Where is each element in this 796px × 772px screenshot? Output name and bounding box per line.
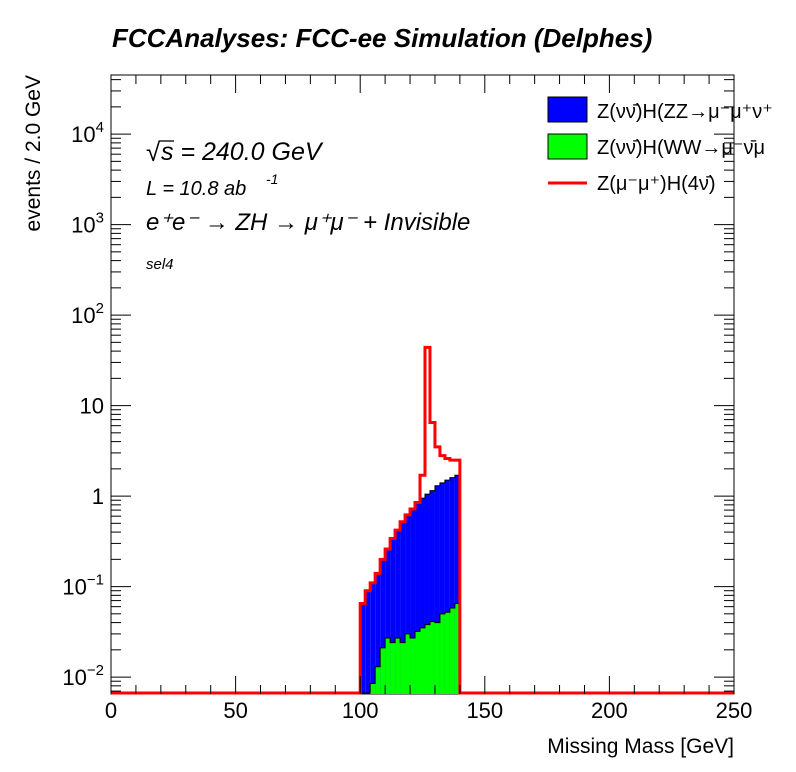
chart-title: FCCAnalyses: FCC-ee Simulation (Delphes) bbox=[112, 23, 652, 53]
legend-entry-zz: Z(νν̄)H(ZZ→μ⁻μ⁺ν⁺ bbox=[547, 96, 773, 123]
y-tick-label: 104 bbox=[71, 119, 104, 147]
legend-label-zz: Z(νν̄)H(ZZ→μ⁻μ⁺ν⁺ bbox=[597, 101, 773, 123]
x-axis-label: Missing Mass [GeV] bbox=[547, 735, 734, 758]
lines-layer bbox=[111, 345, 734, 695]
bar-zz bbox=[400, 521, 406, 694]
bar-zz bbox=[360, 603, 366, 694]
legend-label-ww: Z(νν̄)H(WW→μ⁻ν̄μ bbox=[597, 137, 765, 159]
bar-zz bbox=[444, 480, 450, 694]
bar-zz bbox=[449, 477, 455, 694]
bar-ww bbox=[385, 638, 391, 694]
bar-ww bbox=[424, 624, 430, 694]
y-tick-label: 10 bbox=[80, 394, 104, 419]
x-tick-label: 0 bbox=[105, 698, 117, 723]
plot-area: 0 50 100 150 200 250 10−2 10−1 1 10 102 103 104 bbox=[62, 74, 752, 723]
y-axis-label: events / 2.0 GeV bbox=[22, 75, 45, 231]
luminosity-annotation: L = 10.8 ab -1 bbox=[146, 171, 278, 200]
bar-ww bbox=[390, 642, 396, 694]
x-tick-label: 50 bbox=[223, 698, 247, 723]
bar-ww bbox=[380, 647, 386, 694]
bar-zz bbox=[385, 549, 391, 694]
bar-ww bbox=[454, 603, 460, 694]
bar-ww bbox=[449, 607, 455, 694]
bar-zz bbox=[420, 498, 425, 694]
selection-annotation: sel4 bbox=[146, 256, 174, 273]
bar-ww bbox=[405, 633, 411, 694]
bar-ww bbox=[444, 612, 450, 694]
svg-text:√: √ bbox=[146, 137, 161, 167]
x-tick-label: 150 bbox=[466, 698, 503, 723]
bar-zz bbox=[415, 502, 421, 694]
y-tick-label: 10−2 bbox=[62, 662, 104, 690]
line-signal bbox=[111, 345, 734, 695]
bar-zz bbox=[395, 530, 401, 694]
bar-zz bbox=[434, 485, 440, 694]
bar-zz bbox=[429, 490, 435, 694]
bar-ww bbox=[415, 631, 421, 694]
bar-zz bbox=[370, 582, 376, 694]
bar-ww bbox=[420, 627, 425, 694]
legend-entry-signal: Z(μ⁻μ⁺)H(4ν̄) bbox=[548, 173, 716, 195]
bar-zz bbox=[375, 573, 381, 694]
bar-zz bbox=[380, 559, 386, 694]
annotations: √ s = 240.0 GeV L = 10.8 ab -1 e⁺e⁻ → ZH… bbox=[146, 137, 470, 273]
x-tick-label: 200 bbox=[591, 698, 628, 723]
bar-zz bbox=[410, 508, 416, 694]
y-tick-label: 103 bbox=[71, 210, 104, 238]
bars-layer bbox=[360, 475, 460, 694]
sqrt-s-text: s = 240.0 GeV bbox=[161, 138, 324, 166]
luminosity-exponent: -1 bbox=[266, 171, 278, 187]
legend-swatch-zz bbox=[547, 96, 588, 123]
legend: Z(νν̄)H(ZZ→μ⁻μ⁺ν⁺ Z(νν̄)H(WW→μ⁻ν̄μ Z(μ⁻μ… bbox=[547, 96, 773, 195]
legend-entry-ww: Z(νν̄)H(WW→μ⁻ν̄μ bbox=[547, 133, 765, 160]
legend-label-signal: Z(μ⁻μ⁺)H(4ν̄) bbox=[597, 173, 716, 195]
outline-ww bbox=[111, 603, 734, 694]
y-tick-label: 102 bbox=[71, 300, 104, 328]
bar-zz bbox=[390, 538, 396, 694]
y-tick-label: 1 bbox=[92, 484, 104, 509]
luminosity-text: L = 10.8 ab bbox=[146, 178, 246, 200]
bar-ww bbox=[395, 638, 401, 694]
bar-zz bbox=[454, 475, 460, 694]
bar-ww bbox=[370, 683, 376, 694]
ticks-layer: 0 50 100 150 200 250 10−2 10−1 1 10 102 103 104 bbox=[62, 75, 752, 723]
x-tick-label: 250 bbox=[716, 698, 753, 723]
bar-ww bbox=[439, 613, 445, 694]
x-tick-label: 100 bbox=[342, 698, 379, 723]
bar-zz bbox=[365, 590, 371, 694]
bar-zz bbox=[405, 514, 411, 694]
process-annotation: e⁺e⁻ → ZH → μ⁺μ⁻ + Invisible bbox=[146, 209, 470, 236]
y-tick-label: 10−1 bbox=[62, 572, 104, 600]
bar-ww bbox=[375, 666, 381, 694]
bar-ww bbox=[410, 638, 416, 694]
bar-ww bbox=[434, 622, 440, 694]
bar-ww bbox=[400, 642, 406, 694]
legend-swatch-ww bbox=[547, 133, 588, 160]
sqrt-s-annotation: √ s = 240.0 GeV bbox=[146, 137, 324, 167]
bar-zz bbox=[439, 482, 445, 694]
bar-zz bbox=[424, 494, 430, 694]
bar-ww bbox=[429, 621, 435, 694]
